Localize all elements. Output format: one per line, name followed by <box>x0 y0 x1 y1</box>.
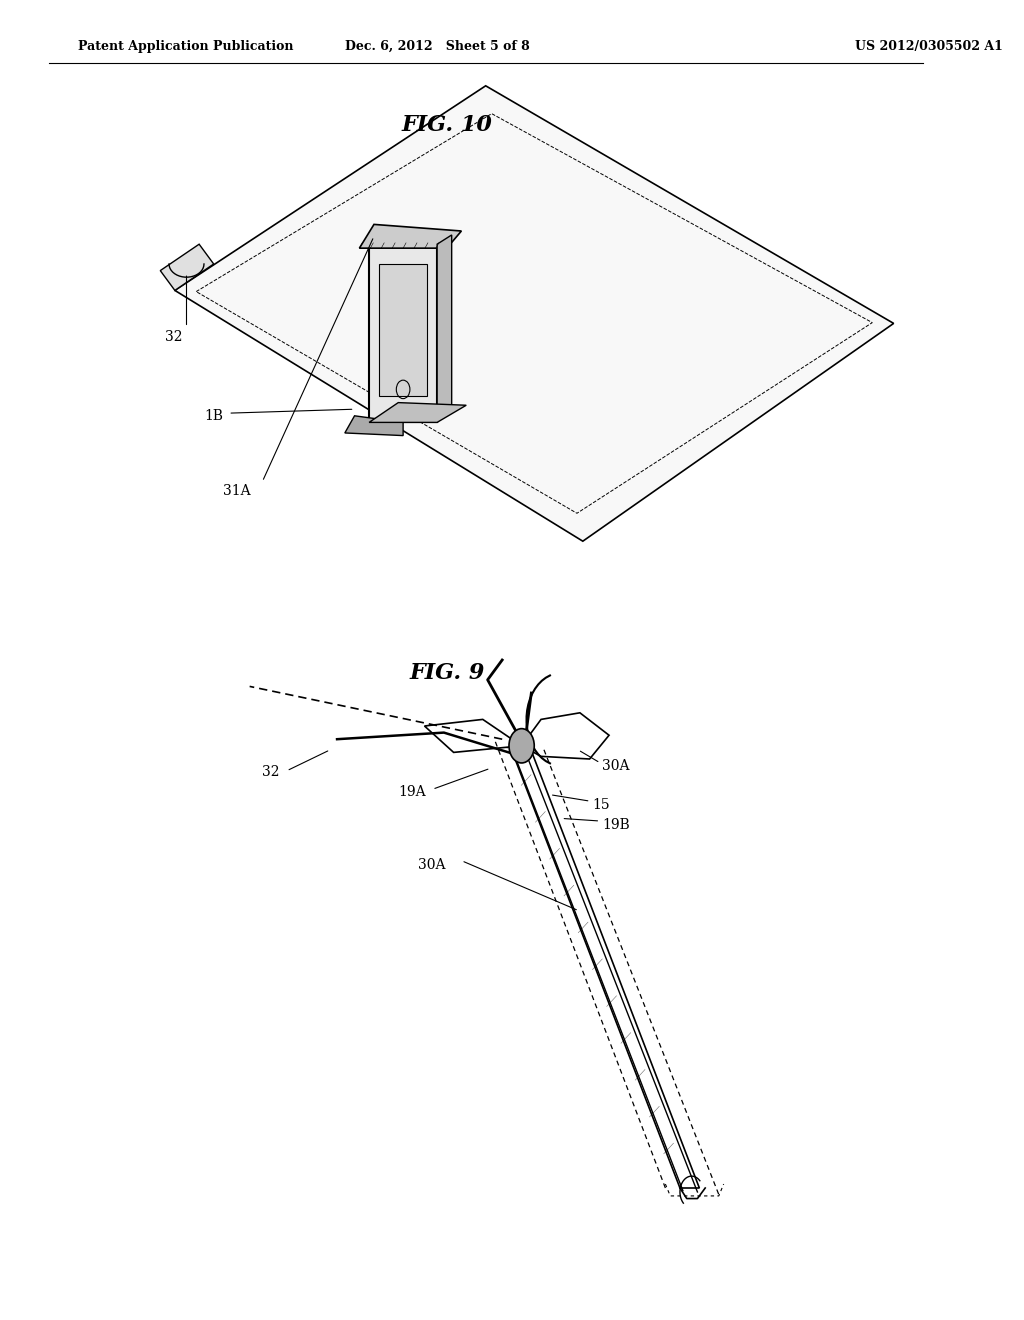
Text: FIG. 9: FIG. 9 <box>410 663 484 684</box>
Polygon shape <box>369 244 437 422</box>
Text: 32: 32 <box>165 330 182 343</box>
Text: 30A: 30A <box>418 858 445 871</box>
Polygon shape <box>369 403 466 422</box>
Text: US 2012/0305502 A1: US 2012/0305502 A1 <box>855 40 1002 53</box>
Polygon shape <box>175 86 894 541</box>
Text: 31A: 31A <box>223 484 251 498</box>
Text: 30A: 30A <box>602 759 630 772</box>
Text: Patent Application Publication: Patent Application Publication <box>78 40 293 53</box>
Polygon shape <box>359 224 462 248</box>
Text: Dec. 6, 2012   Sheet 5 of 8: Dec. 6, 2012 Sheet 5 of 8 <box>345 40 529 53</box>
Polygon shape <box>379 264 427 396</box>
Circle shape <box>509 729 535 763</box>
Text: 19A: 19A <box>398 785 426 799</box>
Text: 1B: 1B <box>204 409 223 422</box>
Polygon shape <box>437 235 452 422</box>
Polygon shape <box>161 244 214 290</box>
Text: 32: 32 <box>262 766 280 779</box>
Text: FIG. 10: FIG. 10 <box>401 115 493 136</box>
Text: 15: 15 <box>593 799 610 812</box>
Polygon shape <box>345 416 403 436</box>
Text: 19B: 19B <box>602 818 630 832</box>
